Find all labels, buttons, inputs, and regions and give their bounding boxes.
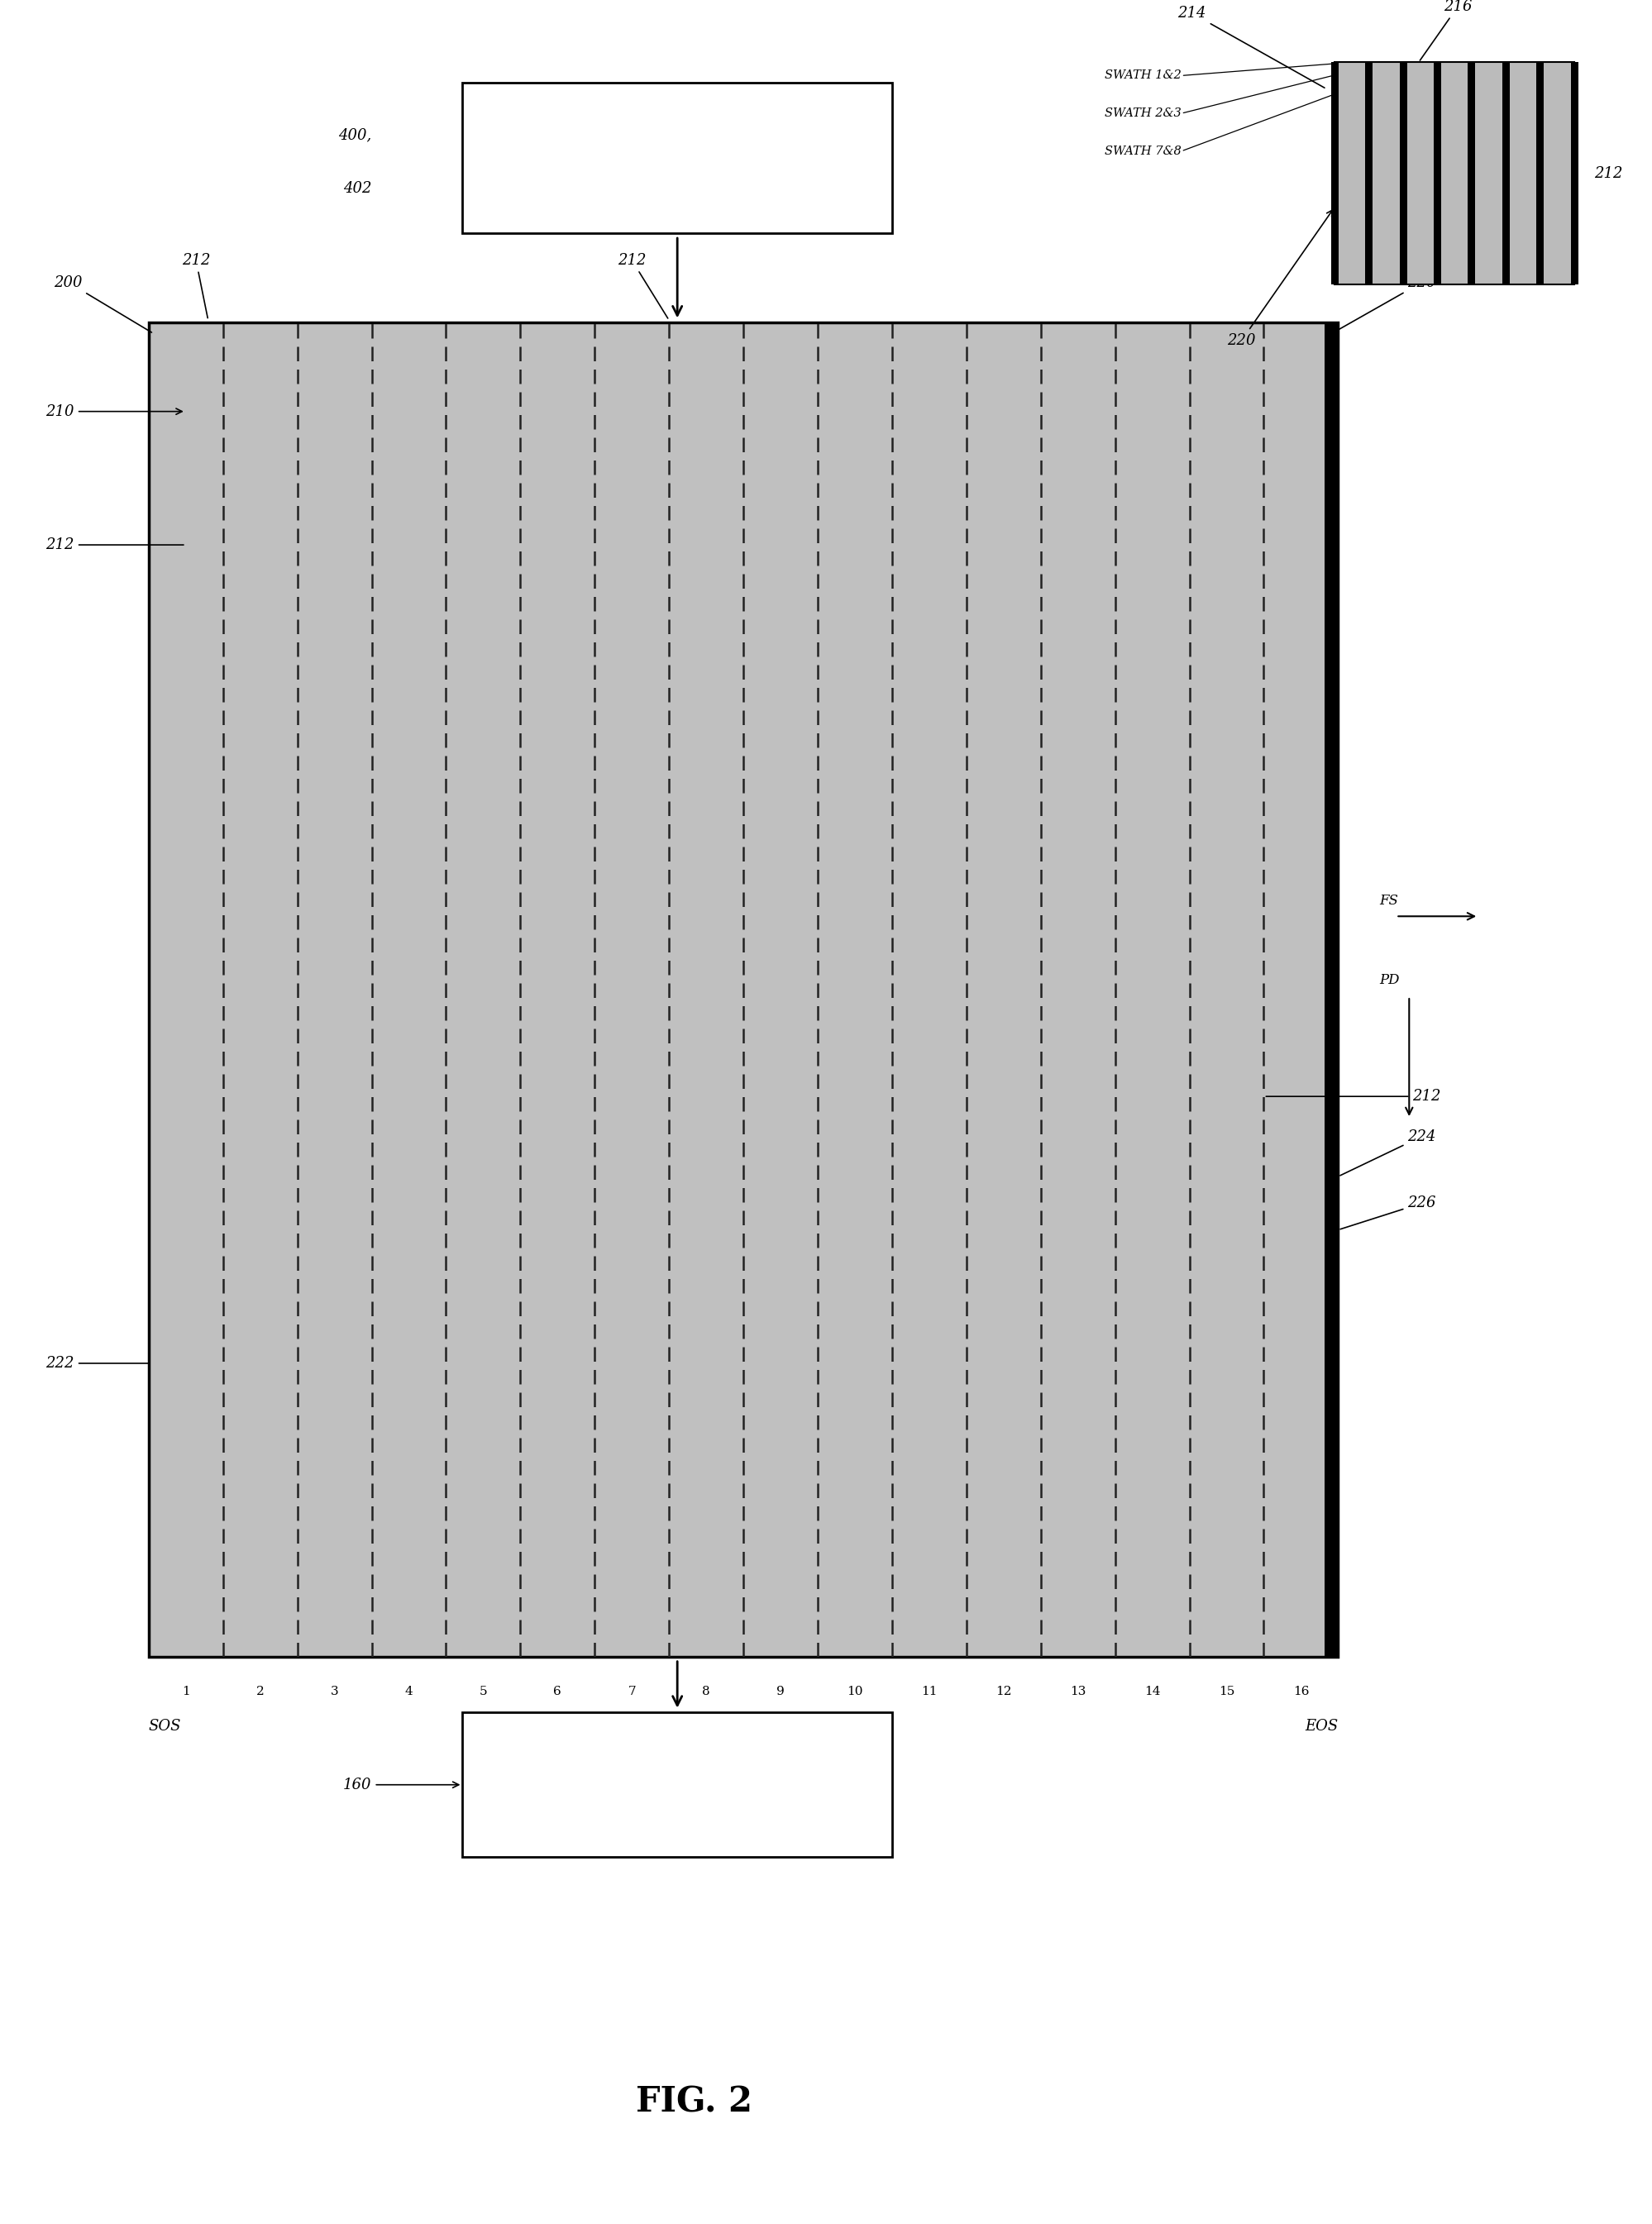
Text: SWATH 2&3: SWATH 2&3 [1105,107,1181,120]
Text: 10: 10 [847,1686,862,1697]
Text: 222: 222 [46,1357,150,1370]
Bar [1399,62,1408,285]
Text: 220: 220 [1333,276,1436,331]
Text: ENGINE: ENGINE [646,173,709,187]
Text: 210: 210 [46,405,182,418]
Text: 212: 212 [1265,1090,1441,1103]
Text: PD: PD [1379,974,1399,987]
Text: 3: 3 [330,1686,339,1697]
Text: 212: 212 [1594,167,1622,180]
Text: 226: 226 [1340,1197,1436,1230]
Text: EXTERNAL OR IN-BOARD: EXTERNAL OR IN-BOARD [583,1750,771,1766]
Text: 16: 16 [1294,1686,1308,1697]
Text: 12: 12 [996,1686,1011,1697]
Text: 214: 214 [1178,7,1325,87]
Text: 402: 402 [344,180,372,196]
Text: 220: 220 [1227,209,1333,347]
Text: 400,: 400, [339,127,372,142]
Bar [1536,62,1545,285]
Bar [463,82,892,234]
Text: FIG. 2: FIG. 2 [636,2084,752,2119]
Text: 1: 1 [182,1686,190,1697]
Text: 6: 6 [553,1686,562,1697]
Text: 212: 212 [182,254,210,318]
Bar [1571,62,1578,285]
Text: 13: 13 [1070,1686,1085,1697]
Text: SCANNER: SCANNER [641,1799,714,1815]
Text: 5: 5 [479,1686,487,1697]
Text: 11: 11 [922,1686,937,1697]
Bar [149,322,1338,1657]
Bar [1434,62,1441,285]
Bar [463,1712,892,1857]
Bar [1332,62,1338,285]
Text: PRINTER OR MARKING: PRINTER OR MARKING [585,125,770,138]
Text: 8: 8 [702,1686,710,1697]
Text: 224: 224 [1340,1130,1436,1176]
Text: SWATH 1&2: SWATH 1&2 [1105,69,1181,82]
Text: SOS: SOS [149,1719,182,1735]
Text: 4: 4 [405,1686,413,1697]
Text: 212: 212 [618,254,667,318]
Bar [1335,62,1574,285]
Bar [1365,62,1373,285]
Text: 15: 15 [1219,1686,1234,1697]
Text: 14: 14 [1145,1686,1160,1697]
Text: SWATH 7&8: SWATH 7&8 [1105,145,1181,158]
Text: 216: 216 [1421,0,1472,60]
Bar [1325,322,1338,1657]
Bar [1502,62,1510,285]
Bar [1469,62,1475,285]
Text: 7: 7 [628,1686,636,1697]
Text: 200: 200 [55,276,152,331]
Text: 9: 9 [776,1686,785,1697]
Text: 2: 2 [256,1686,264,1697]
Text: FS: FS [1379,894,1398,907]
Text: EOS: EOS [1305,1719,1338,1735]
Text: 160: 160 [344,1777,459,1793]
Text: 212: 212 [46,538,183,552]
